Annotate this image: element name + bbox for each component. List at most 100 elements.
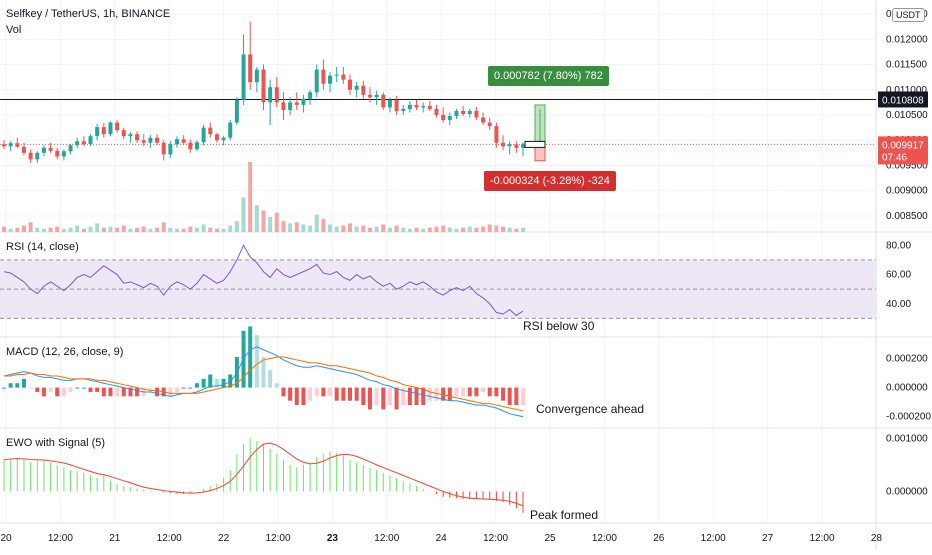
- candle-body: [181, 139, 186, 143]
- level-price-tag: [878, 91, 928, 108]
- candle-body: [128, 134, 133, 137]
- gain-measure-badge: 0.000782 (7.80%) 782: [488, 66, 609, 86]
- macd-histogram-bar: [135, 387, 140, 397]
- candle-body: [161, 142, 166, 155]
- volume-bar: [61, 228, 66, 232]
- volume-bar: [461, 227, 466, 232]
- macd-histogram-bar: [334, 387, 339, 401]
- time-axis-label: 12:00: [265, 533, 290, 544]
- candle-body: [261, 69, 266, 103]
- volume-bar: [221, 228, 226, 232]
- volume-bar: [387, 227, 392, 232]
- candle-body: [407, 104, 412, 109]
- macd-histogram-bar: [481, 387, 486, 392]
- candle-body: [367, 94, 372, 98]
- volume-bar: [367, 227, 372, 232]
- macd-histogram-bar: [15, 383, 20, 388]
- macd-histogram-bar: [28, 387, 33, 389]
- candle-body: [121, 130, 126, 137]
- macd-histogram-bar: [354, 387, 359, 401]
- candle-body: [421, 105, 426, 108]
- level-price-text: 0.010808: [882, 95, 924, 106]
- volume-bar: [308, 225, 313, 232]
- macd-histogram-bar: [507, 387, 512, 406]
- volume-bar: [161, 222, 166, 232]
- candle-body: [201, 127, 206, 143]
- macd-histogram-bar: [401, 387, 406, 406]
- volume-bar: [141, 226, 146, 232]
- volume-label: Vol: [6, 24, 22, 36]
- time-axis-label: 25: [544, 533, 556, 544]
- macd-histogram-bar: [148, 387, 153, 392]
- volume-bar: [8, 228, 13, 232]
- rsi-axis-tick: 60.00: [886, 270, 911, 281]
- macd-histogram-bar: [201, 378, 206, 388]
- time-axis-label: 12:00: [483, 533, 508, 544]
- candle-countdown: 07:46: [882, 152, 907, 163]
- volume-bar: [314, 214, 319, 232]
- currency-label[interactable]: USDT: [892, 8, 925, 22]
- macd-histogram-bar: [381, 387, 386, 410]
- volume-bar: [148, 228, 153, 232]
- volume-bar: [294, 222, 299, 232]
- macd-histogram-bar: [268, 370, 273, 388]
- candle-body: [381, 94, 386, 108]
- macd-histogram-bar: [115, 387, 120, 397]
- candle-body: [454, 110, 459, 117]
- candle-body: [68, 145, 73, 152]
- candle-body: [268, 87, 273, 103]
- candle-body: [294, 102, 299, 105]
- candle-body: [155, 137, 160, 143]
- macd-histogram-bar: [407, 387, 412, 406]
- rsi-axis-tick: 40.00: [886, 299, 911, 310]
- volume-bar: [81, 228, 86, 232]
- macd-histogram-bar: [461, 387, 466, 397]
- volume-bar: [474, 227, 479, 232]
- candle-body: [108, 122, 113, 135]
- candle-body: [141, 140, 146, 143]
- volume-bar: [361, 225, 366, 232]
- volume-bar: [288, 223, 293, 232]
- price-axis-tick: 0.009000: [886, 186, 928, 197]
- time-axis-label: 20: [0, 533, 12, 544]
- time-axis-label: 12:00: [374, 533, 399, 544]
- candle-body: [501, 142, 506, 147]
- candle-body: [474, 110, 479, 118]
- volume-bar: [514, 228, 519, 232]
- macd-histogram-bar: [155, 387, 160, 397]
- volume-bar: [88, 226, 93, 232]
- candle-body: [461, 110, 466, 114]
- candle-body: [61, 151, 66, 157]
- time-axis-label: 26: [653, 533, 665, 544]
- price-axis-tick: 0.008500: [886, 211, 928, 222]
- volume-bar: [248, 162, 253, 232]
- volume-bar: [394, 225, 399, 232]
- macd-histogram-bar: [41, 387, 46, 397]
- macd-histogram-bar: [281, 387, 286, 397]
- candle-body: [348, 79, 352, 90]
- measure-up-arrow: [534, 104, 546, 145]
- volume-bar: [241, 197, 246, 232]
- macd-histogram-bar: [75, 387, 80, 389]
- macd-histogram-bar: [254, 335, 259, 388]
- macd-histogram-bar: [441, 387, 446, 401]
- volume-bar: [427, 227, 432, 232]
- volume-bar: [35, 227, 40, 232]
- macd-axis-tick: -0.000200: [886, 412, 931, 423]
- candle-body: [88, 136, 93, 145]
- time-axis-label: 12:00: [592, 533, 617, 544]
- candle-body: [221, 137, 226, 141]
- rsi-axis-tick: 80.00: [886, 240, 911, 251]
- candle-body: [248, 54, 253, 83]
- volume-bar: [487, 224, 492, 232]
- volume-bar: [214, 228, 219, 232]
- volume-bar: [15, 227, 20, 232]
- candle-body: [308, 92, 313, 99]
- candle-body: [301, 98, 306, 105]
- macd-histogram-bar: [101, 387, 106, 397]
- macd-label: MACD (12, 26, close, 9): [6, 346, 124, 358]
- macd-histogram-bar: [328, 387, 333, 397]
- candle-body: [188, 142, 193, 150]
